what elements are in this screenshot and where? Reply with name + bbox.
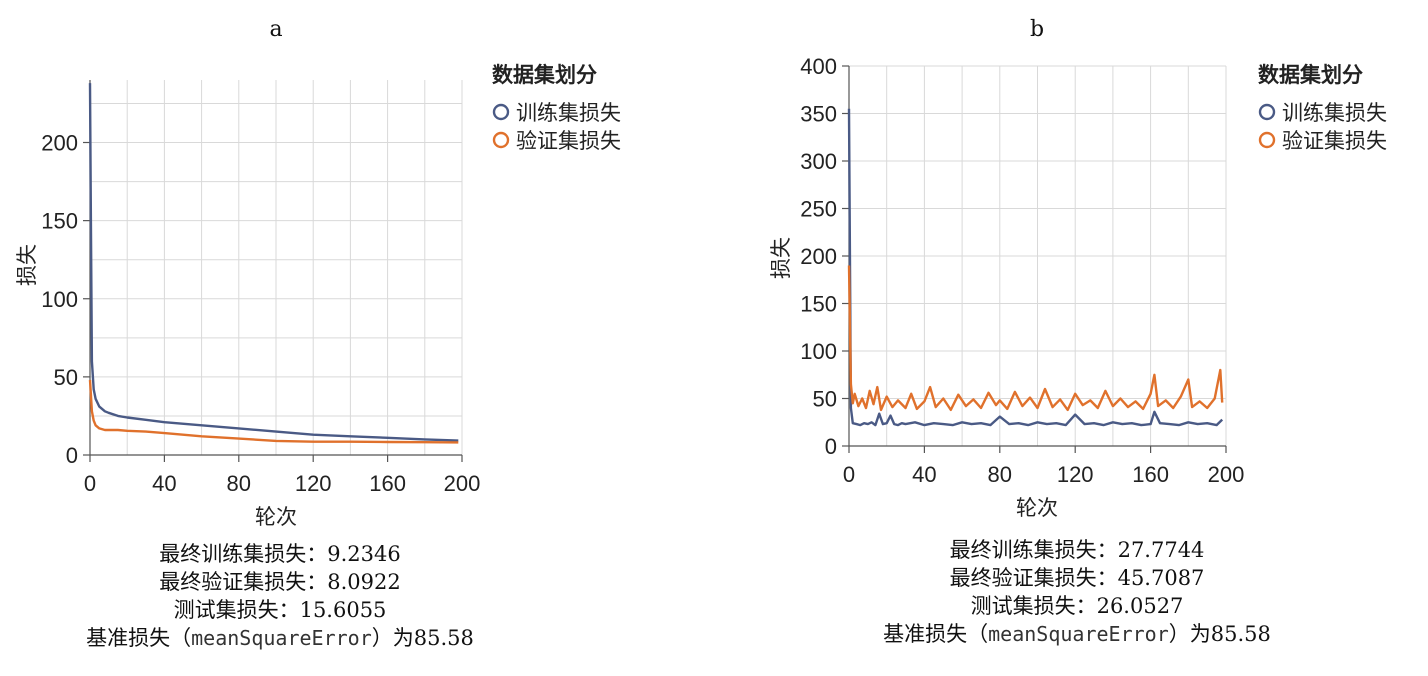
- x-axis-title-a: 轮次: [255, 505, 297, 529]
- caption-a-baseline-metric: meanSquareError: [191, 626, 372, 650]
- y-tick-label-b: 300: [800, 149, 837, 174]
- caption-b-baseline-metric: meanSquareError: [988, 622, 1169, 646]
- legend-title-a: 数据集划分: [492, 63, 597, 87]
- series-line-b-train: [847, 108, 1224, 427]
- series-line-a-val: [88, 379, 459, 444]
- legend-marker-b-val: [1258, 131, 1276, 149]
- y-tick-label-a: 200: [41, 131, 78, 156]
- x-tick-label-b: 160: [1132, 462, 1169, 487]
- x-axis-title-b: 轮次: [1016, 496, 1058, 520]
- y-tick-label-a: 50: [54, 365, 78, 390]
- series-line-b-val: [847, 265, 1224, 412]
- x-tick-label-b: 0: [843, 462, 855, 487]
- x-tick-label-a: 200: [444, 471, 481, 496]
- caption-a-baseline-loss: 基准损失（meanSquareError）为85.58: [0, 624, 560, 652]
- y-tick-label-b: 200: [800, 244, 837, 269]
- y-tick-label-b: 350: [800, 102, 837, 127]
- panel-label-b: b: [1030, 17, 1044, 42]
- y-tick-label-b: 50: [813, 387, 837, 412]
- x-tick-label-b: 80: [988, 462, 1012, 487]
- x-tick-label-b: 40: [912, 462, 936, 487]
- y-tick-label-a: 0: [66, 443, 78, 468]
- y-tick-label-b: 0: [825, 434, 837, 459]
- series-line-a-train: [88, 83, 459, 442]
- x-tick-label-a: 120: [295, 471, 332, 496]
- y-tick-label-b: 400: [800, 54, 837, 79]
- legend-marker-a-val: [492, 131, 510, 149]
- panel-label-a: a: [269, 17, 282, 42]
- x-tick-label-a: 80: [227, 471, 251, 496]
- legend-label-a-train: 训练集损失: [516, 101, 621, 125]
- x-tick-label-a: 160: [369, 471, 406, 496]
- caption-b-test-loss: 测试集损失：26.0527: [970, 594, 1184, 618]
- caption-b-baseline-suffix: ）为85.58: [1168, 622, 1271, 646]
- chart-b: b 0 40 80 120 160 200 0 50 100 150 200 250 300 350 400 轮…: [769, 17, 1387, 520]
- legend-marker-a-train: [492, 103, 510, 121]
- x-tick-label-b: 200: [1208, 462, 1245, 487]
- x-tick-label-b: 120: [1057, 462, 1094, 487]
- y-tick-label-b: 100: [800, 339, 837, 364]
- caption-b-baseline-prefix: 基准损失（: [883, 622, 989, 646]
- legend-label-b-val: 验证集损失: [1282, 129, 1387, 153]
- y-tick-label-a: 100: [41, 287, 78, 312]
- legend-label-a-val: 验证集损失: [516, 129, 621, 153]
- y-tick-label-b: 150: [800, 292, 837, 317]
- caption-a-baseline-prefix: 基准损失（: [86, 626, 192, 650]
- caption-a-baseline-suffix: ）为85.58: [371, 626, 474, 650]
- caption-a-test-loss: 测试集损失：15.6055: [173, 598, 387, 622]
- chart-a: a 0 40 80 120 160 200 0 50 100 150 200 轮次 损失 数据集划分训练集损…: [15, 17, 621, 529]
- caption-b-final-train-loss: 最终训练集损失：27.7744: [949, 538, 1205, 562]
- x-tick-label-a: 40: [152, 471, 176, 496]
- y-tick-label-b: 250: [800, 197, 837, 222]
- legend-title-b: 数据集划分: [1258, 63, 1363, 87]
- x-tick-label-a: 0: [84, 471, 96, 496]
- caption-b: 最终训练集损失：27.7744 最终验证集损失：45.7087 测试集损失：26…: [797, 536, 1357, 648]
- legend-marker-b-train: [1258, 103, 1276, 121]
- legend-label-b-train: 训练集损失: [1282, 101, 1387, 125]
- caption-b-baseline-loss: 基准损失（meanSquareError）为85.58: [797, 620, 1357, 648]
- y-axis-title-b: 损失: [769, 237, 793, 279]
- caption-a-final-val-loss: 最终验证集损失：8.0922: [159, 570, 401, 594]
- caption-a-final-train-loss: 最终训练集损失：9.2346: [159, 542, 401, 566]
- y-tick-label-a: 150: [41, 209, 78, 234]
- y-axis-title-a: 损失: [15, 244, 39, 286]
- caption-b-final-val-loss: 最终验证集损失：45.7087: [949, 566, 1205, 590]
- caption-a: 最终训练集损失：9.2346 最终验证集损失：8.0922 测试集损失：15.6…: [0, 540, 560, 652]
